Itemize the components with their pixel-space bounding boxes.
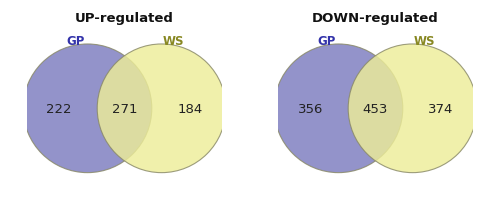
Text: DOWN-regulated: DOWN-regulated [312,12,439,25]
Text: GP: GP [66,34,85,47]
Circle shape [97,45,226,173]
Circle shape [23,45,152,173]
Text: 356: 356 [298,102,323,115]
Text: 374: 374 [428,102,454,115]
Text: WS: WS [162,34,184,47]
Text: UP-regulated: UP-regulated [75,12,174,25]
Text: WS: WS [414,34,435,47]
Text: 453: 453 [363,102,388,115]
Text: 222: 222 [46,102,72,115]
Circle shape [274,45,403,173]
Text: 184: 184 [177,102,203,115]
Circle shape [348,45,477,173]
Text: 271: 271 [112,102,138,115]
Text: GP: GP [318,34,336,47]
